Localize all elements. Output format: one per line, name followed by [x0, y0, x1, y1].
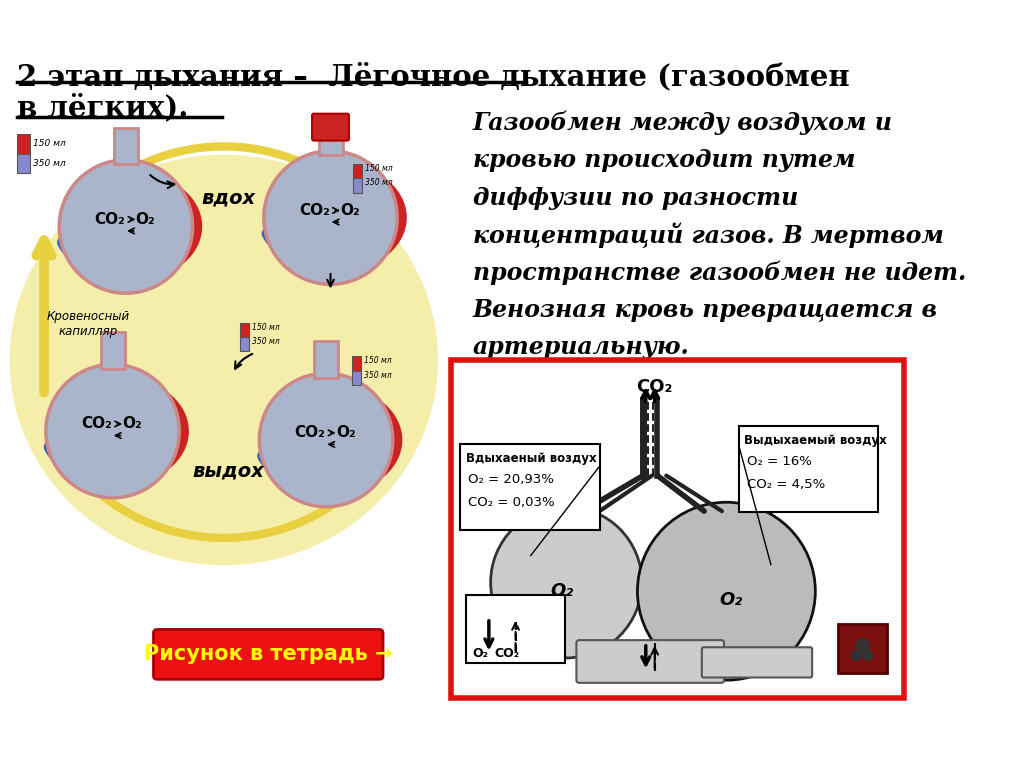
Text: артериальную.: артериальную. [473, 335, 689, 359]
FancyBboxPatch shape [17, 134, 30, 153]
Text: кровью происходит путем: кровью происходит путем [473, 148, 855, 173]
FancyBboxPatch shape [352, 357, 360, 370]
Circle shape [59, 160, 193, 293]
Polygon shape [100, 332, 125, 369]
Text: вдох: вдох [201, 189, 255, 208]
Text: 150 мл: 150 мл [34, 140, 66, 148]
Text: CO₂: CO₂ [495, 647, 519, 660]
Polygon shape [318, 119, 343, 156]
Text: CO₂: CO₂ [299, 203, 330, 218]
Circle shape [46, 364, 179, 498]
FancyBboxPatch shape [17, 153, 30, 173]
FancyBboxPatch shape [701, 647, 812, 677]
FancyBboxPatch shape [577, 640, 724, 683]
FancyBboxPatch shape [240, 337, 249, 351]
FancyBboxPatch shape [352, 179, 361, 193]
FancyBboxPatch shape [352, 370, 360, 385]
Text: 150 мл: 150 мл [366, 164, 393, 173]
Text: Вдыхаеный воздух: Вдыхаеный воздух [466, 452, 596, 465]
Circle shape [490, 507, 642, 658]
Text: ⬤: ⬤ [854, 638, 869, 652]
Text: O₂: O₂ [550, 582, 573, 601]
Circle shape [259, 374, 393, 507]
Text: концентраций газов. В мертвом: концентраций газов. В мертвом [473, 223, 944, 249]
Text: Рисунок в тетрадь →: Рисунок в тетрадь → [144, 644, 392, 664]
FancyBboxPatch shape [838, 624, 887, 673]
Text: O₂: O₂ [340, 203, 359, 218]
Text: CO₂: CO₂ [94, 212, 125, 227]
Text: 2 этап дыхания –  Лёгочное дыхание (газообмен: 2 этап дыхания – Лёгочное дыхание (газоо… [17, 62, 850, 91]
FancyBboxPatch shape [240, 323, 249, 337]
Text: O₂: O₂ [719, 591, 742, 609]
Polygon shape [114, 127, 138, 164]
Text: в лёгких).: в лёгких). [17, 93, 188, 122]
FancyBboxPatch shape [466, 594, 565, 663]
Polygon shape [314, 341, 338, 377]
Text: O₂ = 16%: O₂ = 16% [746, 455, 812, 468]
Text: выдох: выдох [193, 462, 264, 481]
FancyBboxPatch shape [461, 443, 600, 530]
FancyBboxPatch shape [352, 164, 361, 179]
FancyBboxPatch shape [312, 114, 349, 140]
Text: 150 мл: 150 мл [365, 357, 392, 365]
Ellipse shape [10, 156, 437, 565]
Text: O₂ = 20,93%: O₂ = 20,93% [468, 473, 554, 486]
Text: CO₂ = 0,03%: CO₂ = 0,03% [468, 496, 555, 509]
Text: пространстве газообмен не идет.: пространстве газообмен не идет. [473, 260, 966, 285]
Text: ⬤⬤: ⬤⬤ [850, 650, 874, 661]
Text: O₂: O₂ [336, 426, 355, 440]
Text: Кровеносный
капилляр: Кровеносный капилляр [47, 311, 130, 338]
Circle shape [264, 151, 397, 285]
FancyBboxPatch shape [451, 360, 904, 698]
FancyBboxPatch shape [154, 630, 383, 680]
Text: O₂: O₂ [122, 416, 142, 432]
Text: 150 мл: 150 мл [252, 322, 280, 331]
Text: Выдыхаемый воздух: Выдыхаемый воздух [744, 434, 887, 446]
Text: Венозная кровь превращается в: Венозная кровь превращается в [473, 298, 938, 321]
Text: O₂: O₂ [472, 647, 488, 660]
Text: CO₂: CO₂ [81, 416, 112, 432]
Text: диффузии по разности: диффузии по разности [473, 186, 798, 209]
Text: CO₂: CO₂ [295, 426, 326, 440]
Text: CO₂: CO₂ [637, 377, 673, 396]
FancyBboxPatch shape [739, 426, 879, 512]
Text: Газообмен между воздухом и: Газообмен между воздухом и [473, 111, 893, 135]
Text: 350 мл: 350 мл [366, 179, 393, 187]
Text: 350 мл: 350 мл [252, 337, 280, 346]
Text: O₂: O₂ [136, 212, 156, 227]
Text: 350 мл: 350 мл [34, 159, 66, 168]
Text: CO₂ = 4,5%: CO₂ = 4,5% [746, 479, 825, 491]
Circle shape [637, 502, 815, 680]
Text: 350 мл: 350 мл [365, 370, 392, 380]
